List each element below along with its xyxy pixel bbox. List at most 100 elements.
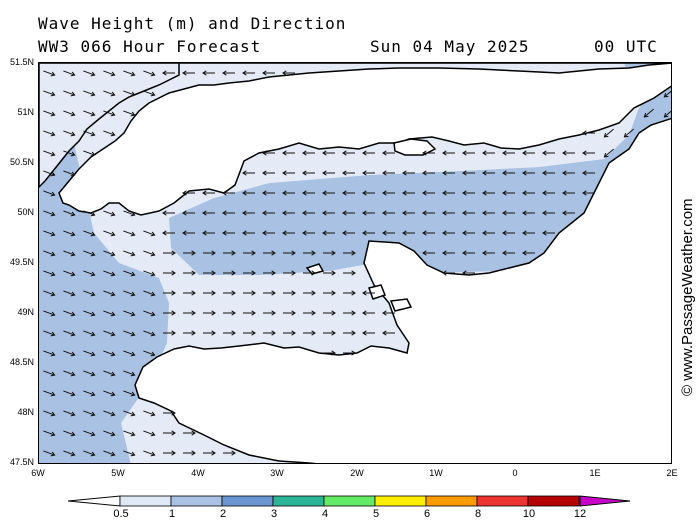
wave-arrow-head: [231, 310, 236, 316]
wave-arrow: [103, 350, 115, 356]
wave-arrow: [43, 150, 55, 156]
wave-arrow-head: [110, 71, 116, 77]
wave-arrow-head: [150, 351, 156, 357]
wave-arrow-head: [562, 190, 567, 196]
wave-arrow: [103, 430, 115, 436]
wave-arrow-head: [150, 91, 156, 97]
wave-arrow: [63, 370, 75, 376]
wave-arrow-head: [90, 431, 96, 437]
wave-arrow-head: [211, 270, 216, 276]
wave-arrow-head: [322, 210, 327, 216]
wave-arrow-head: [90, 291, 96, 297]
wave-arrow-head: [50, 431, 56, 437]
wave-arrow-head: [70, 311, 76, 317]
wave-arrow-head: [50, 451, 56, 457]
wave-arrow-head: [50, 251, 56, 257]
wave-arrow: [143, 330, 155, 336]
wave-arrow: [63, 150, 75, 156]
wave-arrow-head: [331, 350, 336, 356]
wave-arrow-head: [50, 371, 56, 377]
wave-arrow-head: [643, 112, 649, 118]
wave-arrow: [123, 250, 135, 256]
wave-arrow-head: [130, 211, 136, 217]
wave-arrow-head: [90, 451, 96, 457]
wave-arrow-head: [182, 210, 187, 216]
wave-arrow-head: [342, 150, 347, 156]
wave-arrow-head: [130, 411, 136, 417]
wave-arrow-head: [382, 330, 387, 336]
forecast-time: 00 UTC: [594, 37, 658, 56]
wave-arrow: [83, 310, 95, 316]
wave-arrow: [123, 70, 135, 76]
wave-arrow-head: [50, 391, 56, 397]
wave-map[interactable]: [38, 62, 672, 464]
wave-arrow: [43, 290, 55, 296]
wave-arrow-head: [171, 290, 176, 296]
wave-arrow-head: [382, 230, 387, 236]
lon-label: 1E: [589, 468, 601, 478]
wave-arrow-head: [231, 450, 236, 456]
wave-arrow: [103, 70, 115, 76]
wave-arrow-head: [362, 150, 367, 156]
wave-arrow-head: [110, 311, 116, 317]
wave-arrow-head: [322, 170, 327, 176]
wave-arrow-head: [90, 211, 96, 217]
wave-arrow-head: [522, 230, 527, 236]
wave-arrow: [83, 90, 95, 96]
wave-arrow-head: [162, 210, 167, 216]
wave-arrow-head: [522, 210, 527, 216]
wave-arrow: [83, 390, 95, 396]
wave-arrow-head: [130, 71, 136, 77]
wave-arrow-head: [191, 290, 196, 296]
wave-arrow: [664, 110, 671, 118]
legend-label: 0.5: [113, 508, 129, 520]
wave-arrow-head: [442, 170, 447, 176]
wave-arrow: [83, 150, 95, 156]
wave-arrow-head: [262, 170, 267, 176]
wave-arrow-head: [402, 170, 407, 176]
lon-label: 1W: [429, 468, 443, 478]
wave-arrow-head: [211, 450, 216, 456]
credit-watermark: © www.PassageWeather.com: [679, 198, 696, 396]
legend-label: 8: [474, 508, 482, 520]
wave-arrow-head: [342, 170, 347, 176]
wave-arrow-head: [362, 170, 367, 176]
wave-arrow-head: [422, 210, 427, 216]
wave-arrow: [63, 170, 75, 176]
wave-arrow-head: [262, 150, 267, 156]
wave-arrow: [123, 450, 135, 456]
forecast-label: WW3 066 Hour Forecast: [38, 37, 262, 56]
wave-arrow: [103, 450, 115, 456]
wave-arrow-head: [150, 291, 156, 297]
wave-arrow: [43, 210, 55, 216]
wave-arrow: [83, 230, 95, 236]
wave-arrow: [143, 430, 155, 436]
wave-arrow-head: [50, 191, 56, 197]
wave-arrow-head: [231, 330, 236, 336]
wave-arrow-head: [442, 210, 447, 216]
legend-label: 12: [573, 508, 587, 520]
wave-arrow-head: [182, 70, 187, 76]
wave-arrow: [63, 210, 75, 216]
wave-arrow-head: [311, 290, 316, 296]
wave-arrow-head: [462, 190, 467, 196]
legend-arrow-left: [68, 495, 121, 507]
wave-arrow-head: [342, 190, 347, 196]
wave-arrow-head: [90, 271, 96, 277]
wave-arrow-head: [442, 150, 447, 156]
wave-arrow: [123, 410, 135, 416]
wave-arrow: [103, 290, 115, 296]
wave-arrow: [63, 230, 75, 236]
wave-arrow: [123, 310, 135, 316]
wave-arrow: [63, 70, 75, 76]
wave-arrow-head: [402, 210, 407, 216]
wave-arrow-head: [242, 70, 247, 76]
wave-arrow: [43, 190, 55, 196]
lon-label: 0: [512, 468, 518, 478]
wave-arrow-head: [50, 331, 56, 337]
wave-arrow-head: [171, 430, 176, 436]
wave-arrow-head: [50, 291, 56, 297]
wave-arrow-head: [362, 190, 367, 196]
wave-arrow-head: [231, 290, 236, 296]
wave-arrow-head: [110, 211, 116, 217]
